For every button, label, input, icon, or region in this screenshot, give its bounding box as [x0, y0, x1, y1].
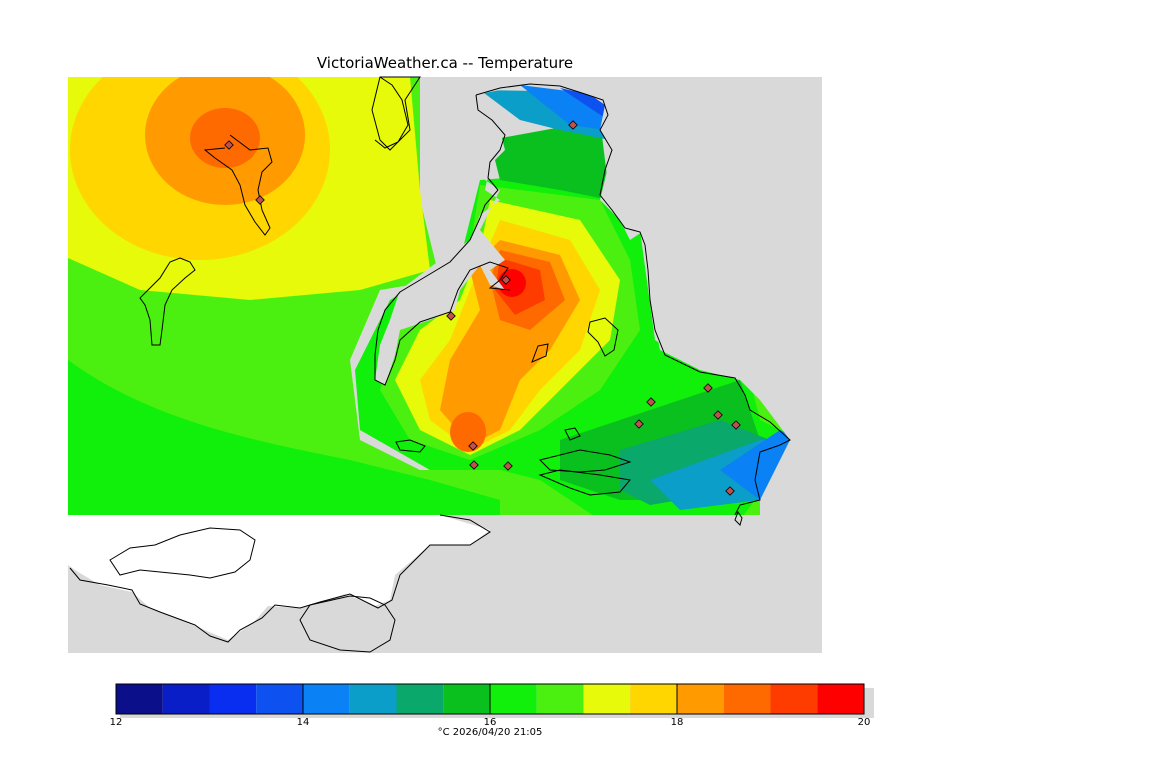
station-marker	[713, 410, 723, 420]
sea-area	[68, 515, 490, 640]
color-scale-swatch	[630, 684, 677, 714]
units-and-timestamp: °C 2026/04/20 21:05	[437, 727, 543, 738]
station-marker	[731, 420, 741, 430]
color-scale-swatch	[303, 684, 350, 714]
station-marker	[634, 419, 644, 429]
color-scale-swatch	[256, 684, 303, 714]
station-markers	[224, 120, 741, 496]
station-marker	[469, 460, 479, 470]
color-scale-swatch	[770, 684, 818, 714]
station-marker	[468, 441, 478, 451]
scale-tick-label: 16	[483, 717, 497, 728]
temperature-field	[68, 77, 822, 515]
color-scale-swatch	[677, 684, 724, 714]
station-marker	[501, 275, 511, 285]
map-title: VictoriaWeather.ca -- Temperature	[316, 54, 574, 72]
color-scale-bar	[115, 683, 874, 718]
color-scale-swatch	[490, 684, 537, 714]
station-marker	[725, 486, 735, 496]
color-scale-swatch	[162, 684, 210, 714]
station-marker	[224, 140, 234, 150]
station-marker	[646, 397, 656, 407]
color-scale-swatch	[723, 684, 771, 714]
scale-tick-label: 12	[109, 717, 123, 728]
station-marker	[446, 311, 456, 321]
scale-tick-label: 20	[857, 717, 871, 728]
color-scale-swatch	[443, 684, 490, 714]
color-scale-swatch	[817, 684, 864, 714]
station-marker	[703, 383, 713, 393]
station-marker	[255, 195, 265, 205]
color-scale-swatch	[536, 684, 584, 714]
coastline-land	[371, 76, 822, 515]
station-marker	[568, 120, 578, 130]
color-scale-swatch	[583, 684, 631, 714]
color-scale-swatch	[396, 684, 444, 714]
color-scale-swatch	[209, 684, 257, 714]
coastlines	[69, 76, 791, 653]
color-scale-swatch	[116, 684, 163, 714]
color-scale-swatch	[349, 684, 397, 714]
scale-tick-label: 14	[296, 717, 310, 728]
scale-tick-label: 18	[670, 717, 684, 728]
station-marker	[503, 461, 513, 471]
